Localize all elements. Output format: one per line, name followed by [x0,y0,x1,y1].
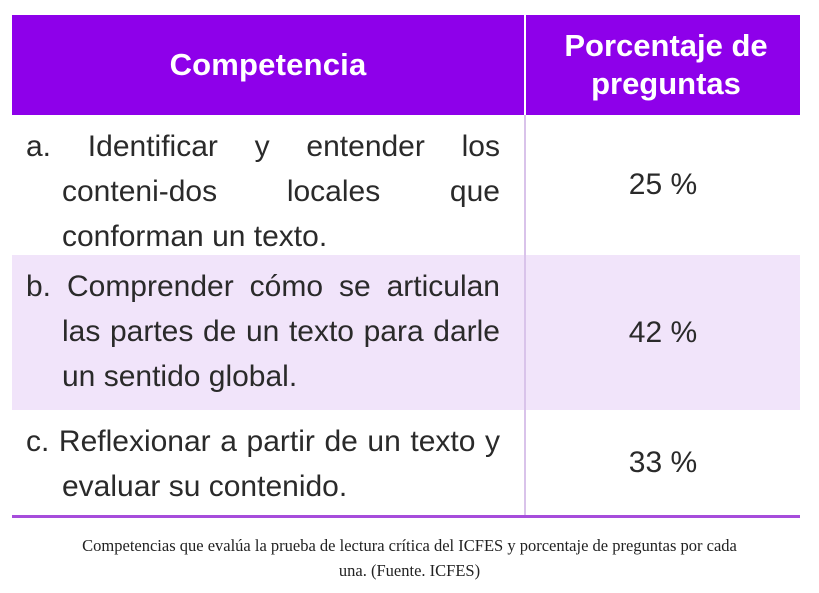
table-caption: Competencias que evalúa la prueba de lec… [0,533,819,583]
table-row: c. Reflexionar a partir de un texto y ev… [12,410,800,515]
row-porcentaje-cell: 42 % [628,315,698,349]
caption-line1: Competencias que evalúa la prueba de lec… [82,536,737,555]
row-porcentaje-cell: 25 % [628,168,698,201]
row-competencia-cell: c. Reflexionar a partir de un texto y ev… [12,410,526,515]
header-porcentaje-line2: preguntas [591,66,741,101]
table-header: Competencia Porcentaje de preguntas [12,15,800,115]
header-porcentaje: Porcentaje de preguntas [526,15,800,115]
row-competencia-text: c. Reflexionar a partir de un texto y ev… [26,425,500,503]
row-competencia-cell: b. Comprender cómo se articulan las part… [12,255,526,410]
row-competencia-text: a. Identificar y entender los conteni-do… [26,130,500,253]
header-porcentaje-line1: Porcentaje de [564,28,768,63]
row-porcentaje-cell: 33 % [628,445,698,479]
table-row: a. Identificar y entender los conteni-do… [12,115,800,255]
table-row: b. Comprender cómo se articulan las part… [12,255,800,410]
header-competencia: Competencia [12,15,526,115]
caption-line2: una. (Fuente. ICFES) [338,561,481,580]
competencias-table: Competencia Porcentaje de preguntas a. I… [12,15,800,518]
row-competencia-text: b. Comprender cómo se articulan las part… [26,270,500,393]
row-competencia-cell: a. Identificar y entender los conteni-do… [12,115,526,255]
